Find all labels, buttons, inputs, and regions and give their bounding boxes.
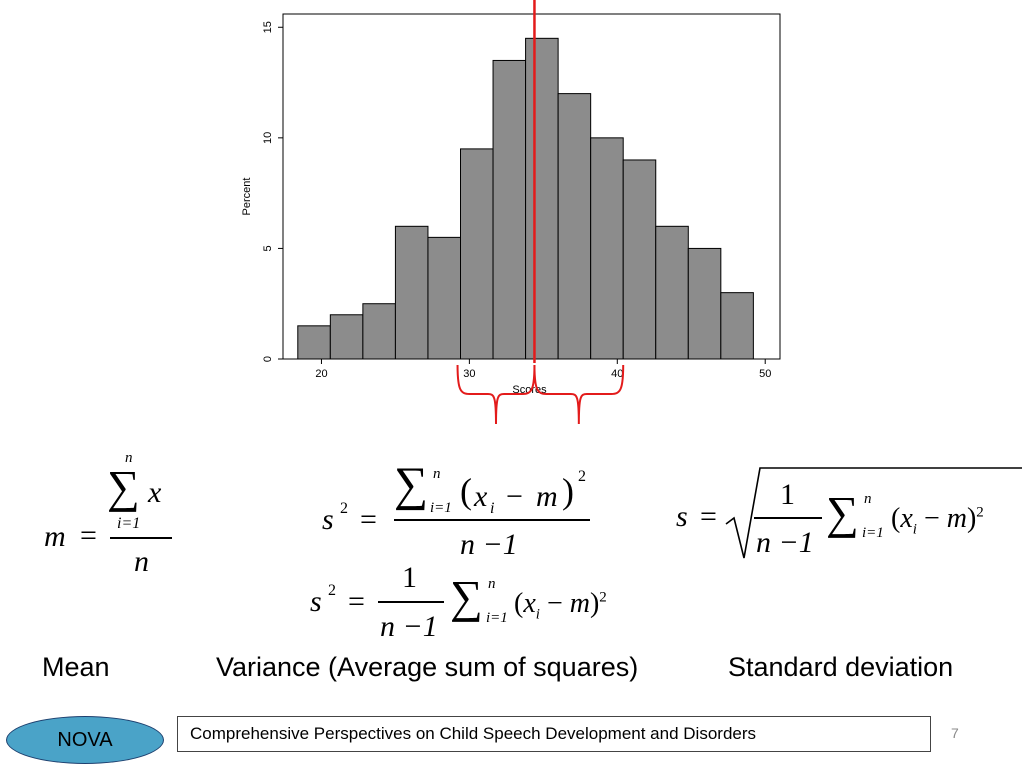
open-paren: ( xyxy=(460,471,472,511)
minus-sign: − xyxy=(506,480,523,513)
variance-lhs: s xyxy=(322,503,334,536)
histogram-bar xyxy=(622,159,657,360)
equals-sign: = xyxy=(348,585,365,618)
histogram-bar xyxy=(427,236,462,360)
nova-badge-label: NOVA xyxy=(57,728,113,751)
caption-mean: Mean xyxy=(42,652,110,682)
histogram-bar xyxy=(557,93,592,360)
x-tick-label: 20 xyxy=(315,368,327,380)
y-tick-label: 5 xyxy=(262,245,274,251)
fraction-bar xyxy=(110,537,172,539)
equals-sign: = xyxy=(700,500,717,533)
mean-variable: x xyxy=(148,476,162,509)
slide-number: 7 xyxy=(951,725,959,741)
sigma-symbol: ∑ xyxy=(826,487,859,538)
y-tick-label: 10 xyxy=(262,132,274,144)
fraction-bar xyxy=(754,517,822,519)
fraction-bar xyxy=(394,519,590,521)
sum-lower-limit: i=1 xyxy=(430,500,452,516)
term-subscript: i xyxy=(490,500,495,517)
fraction-denominator: n −1 xyxy=(380,610,438,643)
sum-lower-limit: i=1 xyxy=(486,610,508,626)
deviation-bracket xyxy=(533,364,625,425)
summand: (xi − m)2 xyxy=(514,588,607,623)
sum-upper-limit: n xyxy=(864,491,872,507)
axes-group: 20 30 40 50 0 5 10 15 xyxy=(262,21,771,380)
nova-badge: NOVA xyxy=(6,716,164,764)
equals-sign: = xyxy=(80,519,97,552)
brackets-group xyxy=(456,364,625,425)
caption-sd: Standard deviation xyxy=(728,652,954,682)
sd-fraction-one: 1 xyxy=(780,478,795,511)
histogram-bar xyxy=(655,225,689,360)
histogram-bar xyxy=(297,325,331,360)
sd-fraction-denominator: n −1 xyxy=(756,526,814,559)
variance-exponent: 2 xyxy=(328,582,336,599)
sigma-symbol: ∑ xyxy=(450,571,483,622)
square-exponent: 2 xyxy=(578,468,586,485)
histogram-bar xyxy=(362,303,396,360)
bars-group xyxy=(297,37,754,360)
numerator-term: x xyxy=(474,480,488,513)
sum-upper-limit: n xyxy=(488,576,496,592)
sum-upper-limit: n xyxy=(125,450,133,466)
sum-upper-limit: n xyxy=(433,466,441,482)
y-axis-label: Percent xyxy=(241,178,253,216)
sigma-symbol: ∑ xyxy=(394,458,429,511)
equals-sign: = xyxy=(360,503,377,536)
mean-lhs: m xyxy=(44,520,66,553)
histogram-bar xyxy=(329,314,364,360)
mean-symbol: m xyxy=(536,480,558,513)
x-tick-label: 30 xyxy=(463,368,475,380)
footer-title: Comprehensive Perspectives on Child Spee… xyxy=(190,724,757,743)
histogram-bar xyxy=(492,59,527,360)
fraction-one: 1 xyxy=(402,561,417,594)
variance-denominator: n −1 xyxy=(460,528,518,561)
plot-frame xyxy=(282,13,781,360)
y-tick-label: 15 xyxy=(262,21,274,33)
histogram-bar xyxy=(394,225,429,360)
sigma-symbol: ∑ xyxy=(107,461,140,512)
histogram-bar xyxy=(460,148,494,360)
histogram-bar xyxy=(720,292,754,360)
sum-lower-limit: i=1 xyxy=(117,515,141,532)
footer-title-box: Comprehensive Perspectives on Child Spee… xyxy=(177,716,931,752)
summand: (xi − m)2 xyxy=(891,503,984,538)
sqrt-sign xyxy=(725,467,1022,559)
caption-variance: Variance (Average sum of squares) xyxy=(216,652,639,682)
variance-exponent: 2 xyxy=(340,500,348,517)
histogram-bar xyxy=(525,37,559,360)
mean-denominator: n xyxy=(134,545,149,578)
x-tick-label: 50 xyxy=(759,368,771,380)
histogram-bar xyxy=(687,247,722,360)
sum-lower-limit: i=1 xyxy=(862,525,884,541)
fraction-bar xyxy=(378,601,444,603)
deviation-bracket xyxy=(456,364,536,425)
y-tick-label: 0 xyxy=(262,356,274,362)
variance-lhs: s xyxy=(310,585,322,618)
x-tick-label: 40 xyxy=(611,368,623,380)
sd-lhs: s xyxy=(676,500,688,533)
histogram-bar xyxy=(590,137,624,360)
close-paren: ) xyxy=(562,471,574,511)
